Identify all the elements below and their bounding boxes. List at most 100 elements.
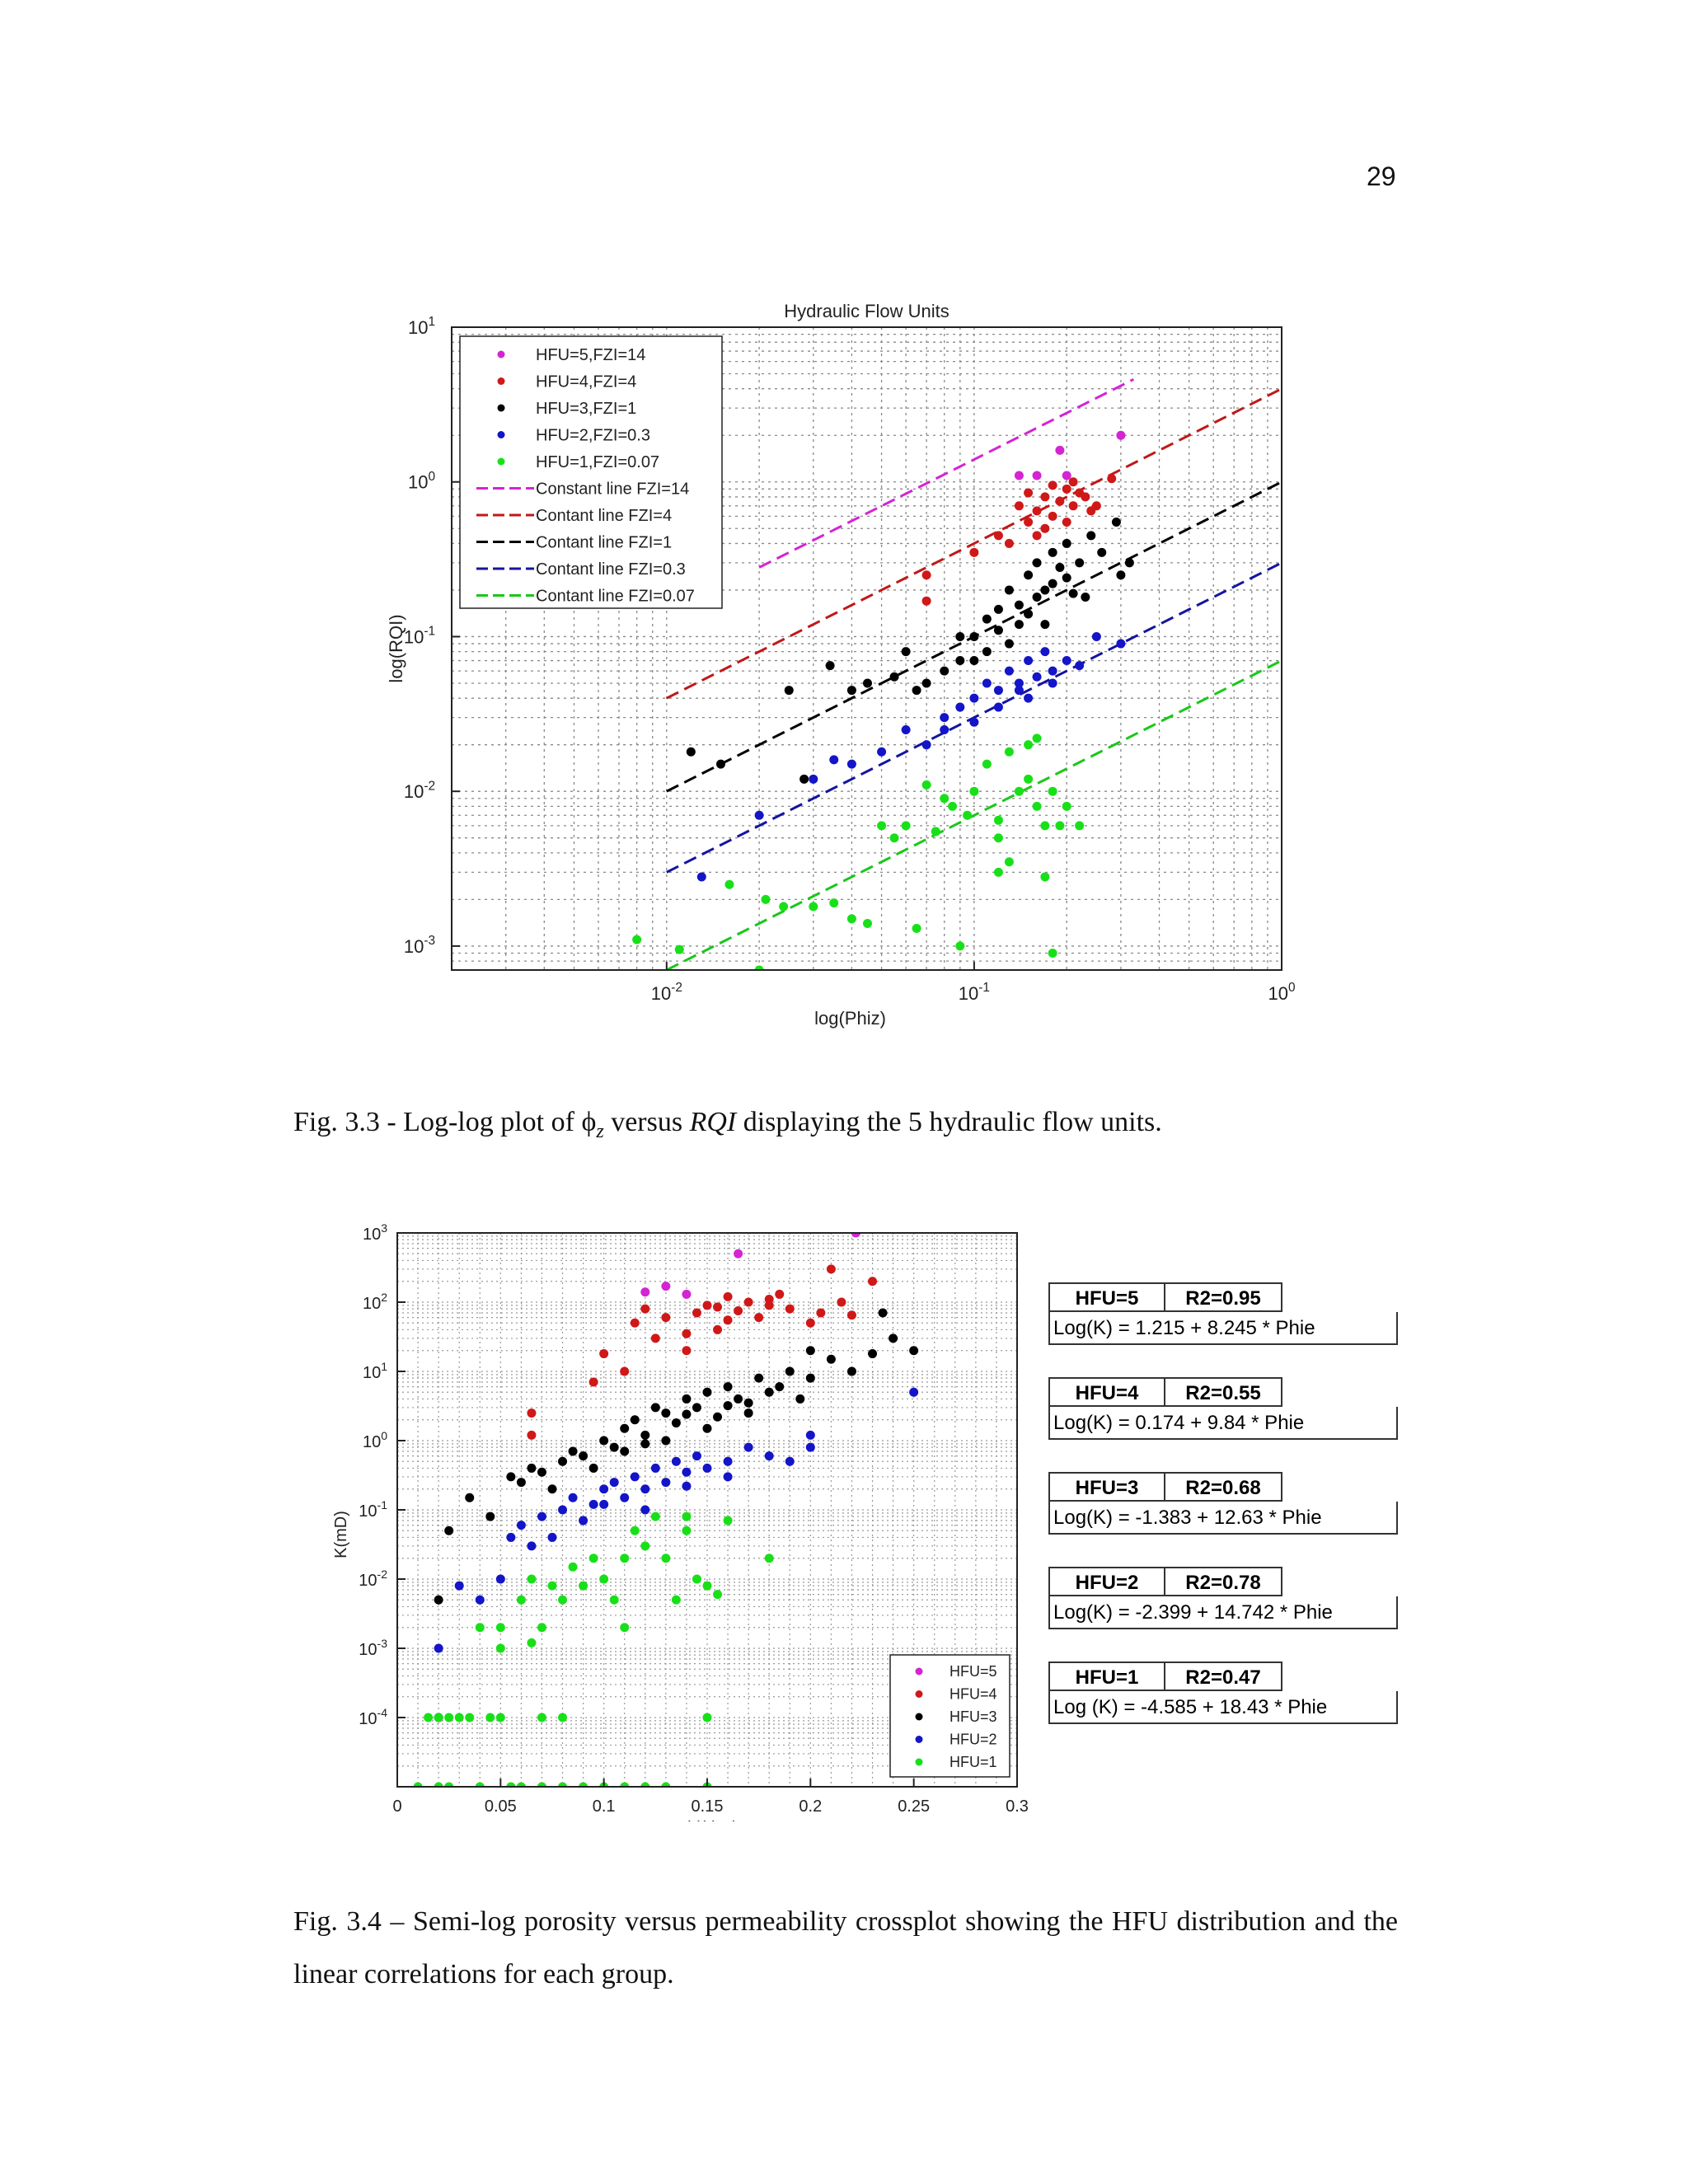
data-point bbox=[682, 1526, 692, 1535]
data-point bbox=[1024, 488, 1034, 498]
hfu-label: HFU=5 bbox=[1048, 1282, 1165, 1312]
y-tick-label: 10-1 bbox=[404, 625, 435, 648]
legend-marker bbox=[915, 1667, 923, 1675]
data-point bbox=[661, 1478, 671, 1488]
data-point bbox=[671, 1595, 681, 1605]
correlation-equation: Log(K) = -1.383 + 12.63 * Phie bbox=[1048, 1502, 1398, 1535]
data-point bbox=[630, 1318, 640, 1328]
legend-marker bbox=[497, 404, 505, 412]
data-point bbox=[743, 1408, 753, 1418]
legend-label: Contant line FZI=0.07 bbox=[536, 588, 695, 606]
legend-label: HFU=3 bbox=[950, 1708, 997, 1725]
y-tick-label: 10-1 bbox=[359, 1498, 387, 1521]
data-point bbox=[909, 1346, 919, 1356]
data-point bbox=[537, 1713, 546, 1722]
data-point bbox=[661, 1282, 671, 1291]
correlation-header: HFU=5 R2=0.95 bbox=[1048, 1282, 1398, 1312]
data-point bbox=[588, 1499, 598, 1509]
data-point bbox=[640, 1304, 650, 1314]
data-point bbox=[1048, 547, 1057, 557]
correlation-header: HFU=4 R2=0.55 bbox=[1048, 1377, 1398, 1407]
data-point bbox=[640, 1287, 650, 1297]
data-point bbox=[764, 1451, 774, 1461]
data-point bbox=[851, 1233, 860, 1238]
correlation-box: HFU=1 R2=0.47 Log (K) = -4.585 + 18.43 *… bbox=[1048, 1661, 1398, 1724]
data-point bbox=[558, 1782, 568, 1787]
data-point bbox=[982, 614, 992, 624]
data-point bbox=[837, 1297, 846, 1307]
legend-marker bbox=[497, 431, 505, 438]
data-point bbox=[846, 686, 856, 696]
data-point bbox=[661, 1782, 671, 1787]
data-point bbox=[805, 1373, 815, 1383]
data-point bbox=[1004, 585, 1014, 595]
data-point bbox=[1068, 501, 1078, 511]
data-point bbox=[940, 794, 950, 804]
data-point bbox=[692, 1308, 701, 1318]
data-point bbox=[506, 1472, 516, 1482]
data-point bbox=[868, 1277, 878, 1286]
data-point bbox=[413, 1782, 423, 1787]
data-point bbox=[620, 1446, 630, 1456]
data-point bbox=[713, 1324, 723, 1334]
data-point bbox=[805, 1442, 815, 1452]
data-point bbox=[640, 1782, 650, 1787]
hfu-label: HFU=3 bbox=[1048, 1472, 1165, 1502]
data-point bbox=[901, 821, 911, 831]
data-point bbox=[1024, 693, 1034, 703]
legend-label: Contant line FZI=0.3 bbox=[536, 560, 686, 579]
data-point bbox=[734, 1394, 743, 1404]
legend-marker bbox=[915, 1690, 923, 1698]
data-point bbox=[1062, 471, 1071, 480]
data-point bbox=[702, 1463, 712, 1473]
x-axis-label: log(Phiz) bbox=[814, 1008, 886, 1029]
caption-phi: ϕ bbox=[581, 1107, 597, 1137]
data-point bbox=[527, 1574, 537, 1584]
data-point bbox=[579, 1516, 588, 1526]
data-point bbox=[620, 1493, 630, 1502]
data-point bbox=[475, 1595, 485, 1605]
data-point bbox=[1032, 801, 1042, 811]
caption-rqi: RQI bbox=[689, 1107, 737, 1137]
x-tick-label: 0.3 bbox=[1006, 1797, 1029, 1816]
data-point bbox=[948, 801, 958, 811]
data-point bbox=[955, 941, 965, 951]
data-point bbox=[764, 1554, 774, 1563]
caption-mid: versus bbox=[603, 1107, 690, 1137]
data-point bbox=[579, 1581, 588, 1591]
data-point bbox=[1014, 786, 1024, 796]
data-point bbox=[702, 1387, 712, 1397]
data-point bbox=[969, 786, 979, 796]
figure-3-4-caption: Fig. 3.4 – Semi-log porosity versus perm… bbox=[293, 1906, 1398, 1990]
legend-label: HFU=2,FZI=0.3 bbox=[536, 427, 650, 445]
r2-label: R2=0.47 bbox=[1165, 1661, 1282, 1691]
data-point bbox=[640, 1439, 650, 1449]
data-point bbox=[734, 1249, 743, 1258]
data-point bbox=[682, 1467, 692, 1477]
data-point bbox=[632, 935, 642, 944]
data-point bbox=[588, 1554, 598, 1563]
data-point bbox=[1116, 639, 1126, 649]
data-point bbox=[527, 1430, 537, 1440]
data-point bbox=[785, 1456, 795, 1466]
data-point bbox=[846, 759, 856, 769]
data-point bbox=[568, 1493, 578, 1502]
data-point bbox=[846, 1310, 856, 1320]
data-point bbox=[1055, 445, 1065, 455]
data-point bbox=[1032, 531, 1042, 541]
data-point bbox=[682, 1409, 692, 1419]
data-point bbox=[588, 1463, 598, 1473]
correlation-header: HFU=2 R2=0.78 bbox=[1048, 1567, 1398, 1596]
legend-label: Contant line FZI=1 bbox=[536, 534, 672, 552]
data-point bbox=[671, 1418, 681, 1428]
data-point bbox=[754, 1313, 764, 1323]
data-point bbox=[1014, 501, 1024, 511]
correlation-header: HFU=3 R2=0.68 bbox=[1048, 1472, 1398, 1502]
data-point bbox=[829, 755, 839, 765]
x-tick-label: 0.15 bbox=[692, 1797, 724, 1816]
data-point bbox=[993, 686, 1003, 696]
data-point bbox=[661, 1554, 671, 1563]
data-point bbox=[713, 1412, 723, 1422]
data-point bbox=[1097, 547, 1107, 557]
data-point bbox=[713, 1302, 723, 1312]
